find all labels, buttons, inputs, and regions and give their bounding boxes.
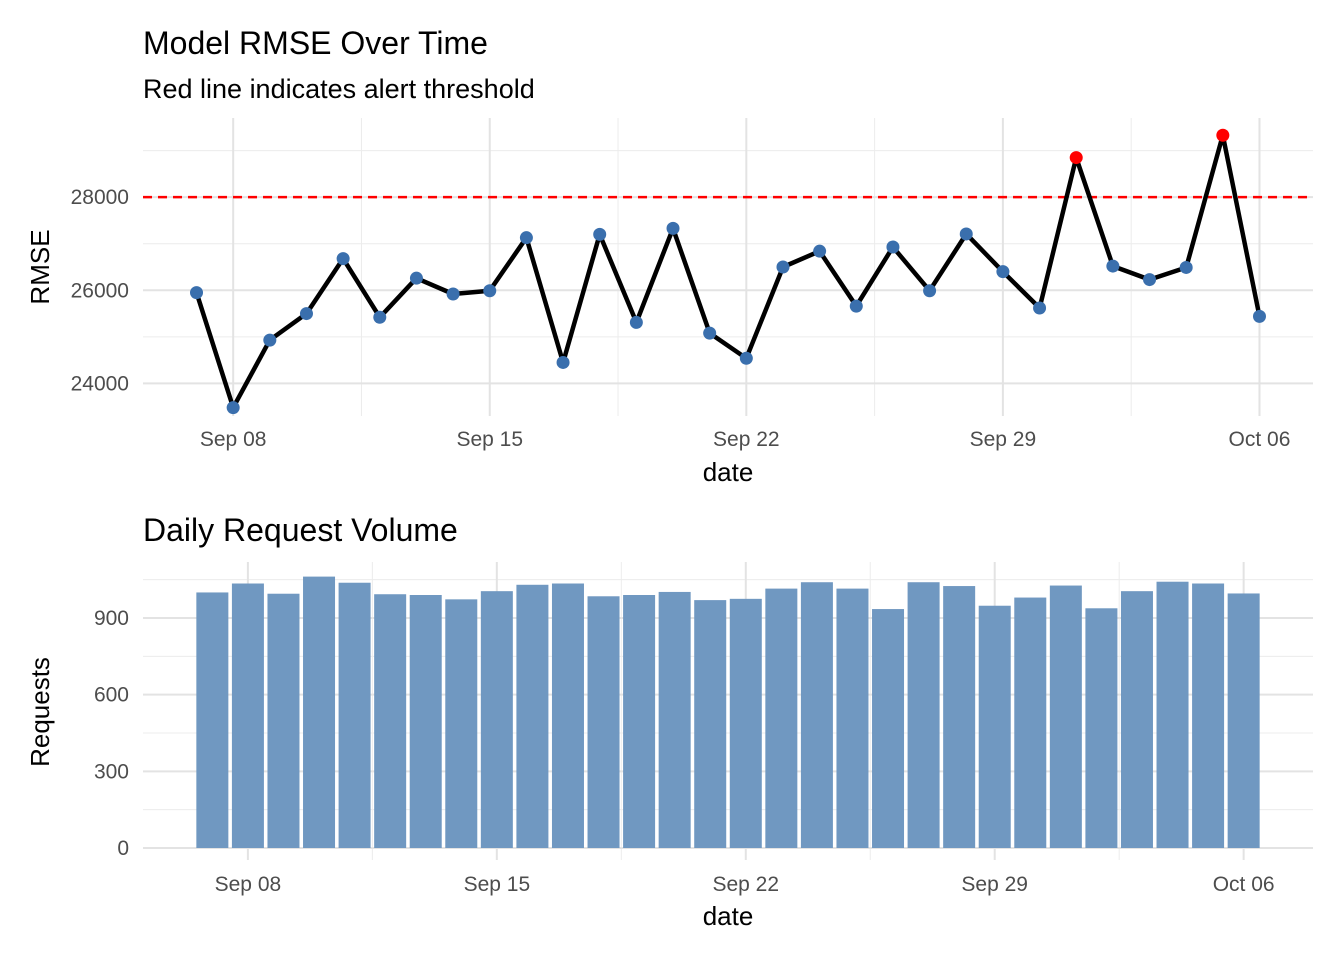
requests-x-axis-label: date [703, 901, 754, 931]
requests-bar [587, 596, 620, 848]
rmse-data-point [959, 227, 973, 241]
requests-bar [978, 605, 1011, 848]
requests-bar [1014, 597, 1047, 848]
requests-bar [196, 592, 229, 848]
requests-bar [374, 594, 407, 848]
rmse-x-tick-label: Oct 06 [1229, 428, 1291, 451]
requests-bar [694, 600, 727, 848]
requests-bar [907, 582, 940, 848]
rmse-chart-subtitle: Red line indicates alert threshold [143, 74, 535, 104]
rmse-data-point [226, 401, 240, 415]
rmse-data-point [886, 240, 900, 254]
requests-bar [445, 599, 478, 848]
requests-y-tick-label: 900 [94, 607, 129, 630]
rmse-data-point [483, 284, 497, 298]
rmse-y-tick-label: 26000 [71, 279, 129, 302]
rmse-x-tick-label: Sep 08 [200, 428, 267, 451]
requests-x-tick-label: Sep 22 [712, 873, 779, 896]
rmse-plot-area: 24000 26000 28000 Sep 08 Sep 15 Sep 22 Sep 29 O… [71, 118, 1313, 451]
requests-plot-area: 0 300 600 900 Sep 08 Sep 15 Sep 22 Sep 29 Oct 06 [94, 562, 1313, 896]
requests-bar [1192, 583, 1225, 848]
rmse-data-point [556, 355, 570, 369]
requests-y-tick-label: 300 [94, 760, 129, 783]
requests-bar [1049, 585, 1082, 848]
rmse-x-tick-label: Sep 22 [713, 428, 780, 451]
requests-bar [623, 595, 656, 848]
rmse-data-point [996, 265, 1010, 279]
requests-y-tick-label: 600 [94, 684, 129, 707]
rmse-data-point [776, 260, 790, 274]
requests-x-tick-label: Sep 29 [961, 873, 1028, 896]
requests-x-tick-label: Oct 06 [1213, 873, 1275, 896]
rmse-data-point [299, 307, 313, 321]
requests-bar [338, 582, 371, 848]
requests-bar [551, 583, 584, 848]
rmse-data-point [190, 286, 204, 300]
rmse-x-axis-label: date [703, 457, 754, 487]
requests-bar [800, 582, 833, 848]
requests-y-tick-label: 0 [117, 837, 129, 860]
rmse-y-axis-label: RMSE [25, 229, 55, 304]
rmse-data-point [1106, 259, 1120, 273]
requests-bar [1227, 593, 1260, 848]
rmse-data-point [1252, 309, 1266, 323]
rmse-series-line [194, 132, 1262, 410]
requests-bar [267, 593, 300, 848]
rmse-data-point [739, 351, 753, 365]
rmse-data-point [629, 315, 643, 329]
rmse-alert-point [1069, 151, 1083, 165]
rmse-x-tick-label: Sep 15 [456, 428, 523, 451]
requests-bar [409, 595, 442, 848]
rmse-data-point [336, 252, 350, 266]
requests-bar [303, 576, 336, 848]
rmse-data-point [593, 227, 607, 241]
rmse-data-point [849, 299, 863, 313]
requests-bar [765, 588, 798, 848]
rmse-data-point [263, 333, 277, 347]
rmse-data-point [446, 287, 460, 301]
requests-bar [1120, 591, 1153, 848]
rmse-alert-point [1216, 128, 1230, 142]
rmse-data-point [703, 326, 717, 340]
requests-bar [872, 609, 905, 848]
requests-bar [480, 591, 513, 848]
rmse-data-point [409, 271, 423, 285]
requests-x-tick-label: Sep 15 [464, 873, 531, 896]
rmse-data-point [1179, 260, 1193, 274]
rmse-data-point [1143, 273, 1157, 287]
requests-bar [729, 598, 762, 848]
requests-bar [1085, 608, 1118, 848]
requests-y-axis-label: Requests [25, 657, 55, 767]
rmse-y-tick-label: 28000 [71, 186, 129, 209]
requests-bar [943, 586, 976, 848]
rmse-data-point [813, 244, 827, 258]
requests-chart-title: Daily Request Volume [143, 512, 458, 548]
requests-bar [516, 584, 549, 848]
requests-bar [658, 591, 691, 848]
requests-x-tick-label: Sep 08 [215, 873, 282, 896]
rmse-data-point [1033, 301, 1047, 315]
rmse-data-point [519, 231, 533, 245]
rmse-data-point [923, 284, 937, 298]
requests-bar [1156, 581, 1189, 848]
rmse-data-point [373, 310, 387, 324]
rmse-x-tick-label: Sep 29 [970, 428, 1037, 451]
rmse-data-point [666, 221, 680, 235]
rmse-y-tick-label: 24000 [71, 372, 129, 395]
requests-bar [231, 583, 264, 848]
requests-bar [836, 588, 869, 848]
rmse-chart-title: Model RMSE Over Time [143, 25, 488, 61]
